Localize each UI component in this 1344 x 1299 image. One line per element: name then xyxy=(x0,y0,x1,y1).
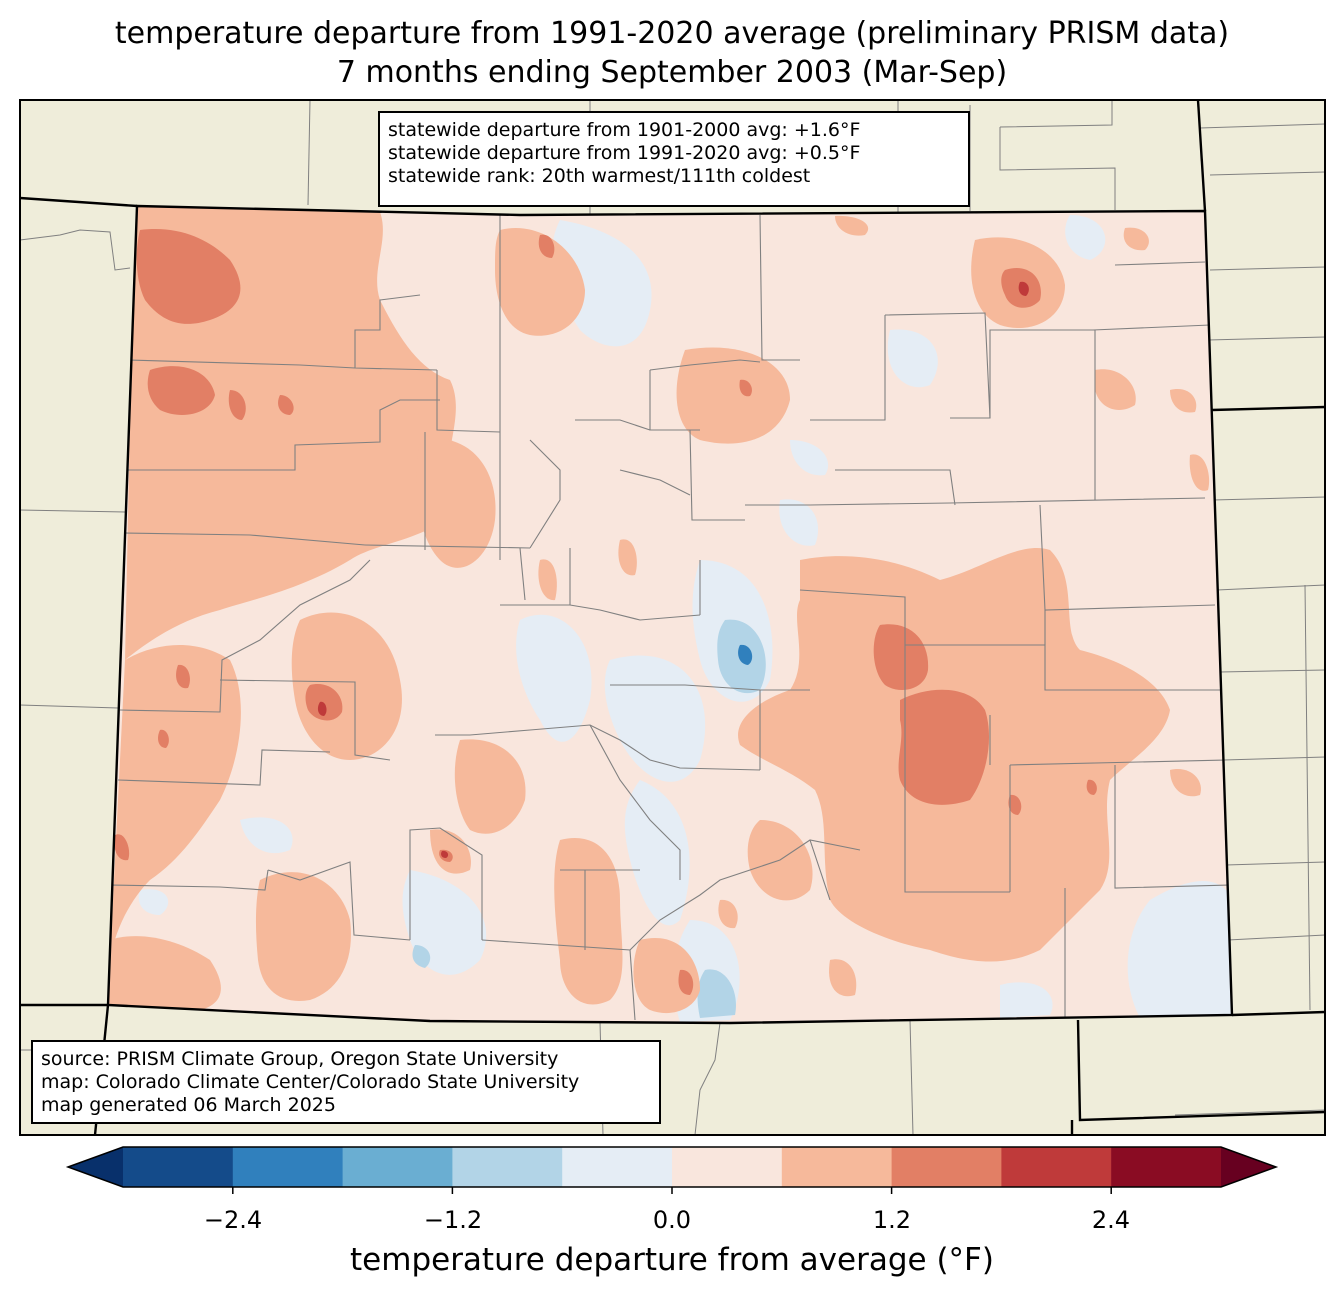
colorbar-extend-high xyxy=(1221,1147,1276,1187)
colorbar-label: temperature departure from average (°F) xyxy=(350,1242,994,1278)
colorbar-outline xyxy=(65,1146,1279,1188)
colorbar-tick-label: −2.4 xyxy=(203,1206,263,1234)
stats-departure-1901-2000: statewide departure from 1901-2000 avg: … xyxy=(388,119,861,141)
colorbar-bin xyxy=(342,1147,453,1187)
statewide-stats-box: statewide departure from 1901-2000 avg: … xyxy=(378,111,970,207)
county-boundaries xyxy=(109,214,1231,1021)
colorbar-bin xyxy=(1111,1147,1222,1187)
colorbar-bin xyxy=(781,1147,893,1187)
source-credit-box: source: PRISM Climate Group, Oregon Stat… xyxy=(31,1040,661,1124)
colorbar-bin xyxy=(123,1147,234,1187)
map-title-line-2: 7 months ending September 2003 (Mar-Sep) xyxy=(336,55,1008,90)
map-credit-line: map: Colorado Climate Center/Colorado St… xyxy=(41,1071,580,1093)
strong-warm-anomaly-regions xyxy=(114,229,1097,995)
colorbar xyxy=(65,1146,1279,1194)
colorbar-tick-label: 1.2 xyxy=(872,1206,912,1234)
colorbar-bin xyxy=(452,1147,563,1187)
map-title-line-1: temperature departure from 1991-2020 ave… xyxy=(114,16,1230,51)
colorbar-bin xyxy=(232,1147,344,1187)
colorbar-bin xyxy=(891,1147,1002,1187)
colorbar-tick-label: 2.4 xyxy=(1091,1206,1131,1234)
anomaly-field xyxy=(108,206,1232,1023)
very-strong-warm-anomaly-spots xyxy=(317,281,1029,858)
colorbar-bin xyxy=(672,1147,783,1187)
generated-date-line: map generated 06 March 2025 xyxy=(41,1094,336,1116)
source-line: source: PRISM Climate Group, Oregon Stat… xyxy=(41,1048,559,1070)
map-frame xyxy=(19,99,1326,1136)
state-borders xyxy=(20,100,1325,1135)
colorbar-tick-label: −1.2 xyxy=(423,1206,483,1234)
colorbar-bin xyxy=(1001,1147,1112,1187)
stats-departure-1991-2020: statewide departure from 1991-2020 avg: … xyxy=(388,142,861,164)
stats-rank: statewide rank: 20th warmest/111th colde… xyxy=(388,165,811,187)
strongest-below-average-spot xyxy=(738,644,753,665)
colorbar-extend-low xyxy=(68,1147,123,1187)
colorbar-bin xyxy=(562,1147,673,1187)
colorbar-tick-label: 0.0 xyxy=(652,1206,692,1234)
